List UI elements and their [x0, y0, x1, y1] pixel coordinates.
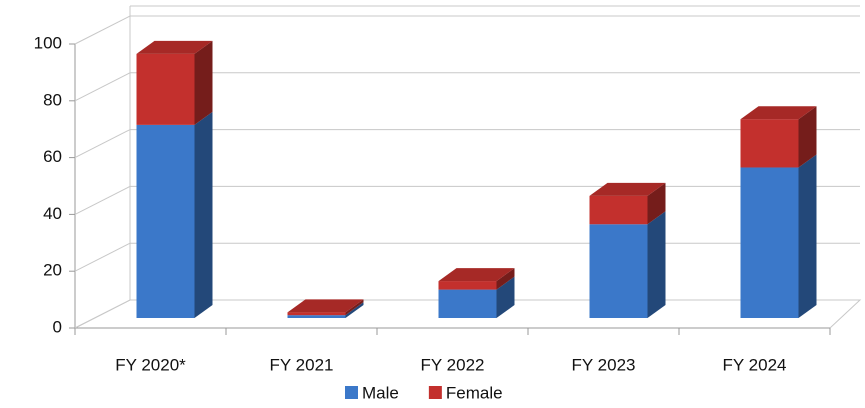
x-tick-label: FY 2021	[270, 355, 334, 374]
bar-side	[798, 154, 817, 318]
bar-side	[647, 182, 666, 225]
bar	[136, 53, 195, 125]
y-tick-label: 0	[53, 317, 62, 336]
legend-label: Male	[362, 383, 399, 402]
bar-top	[136, 40, 213, 54]
y-tick-label: 20	[43, 261, 62, 280]
bar-side	[345, 302, 364, 318]
x-tick-label: FY 2020*	[115, 355, 186, 374]
bar	[589, 224, 648, 318]
x-tick-label: FY 2022	[421, 355, 485, 374]
bar-side	[647, 211, 666, 318]
y-tick-label: 100	[34, 33, 62, 52]
bar-top	[589, 182, 666, 196]
bar	[589, 195, 648, 225]
x-tick-label: FY 2023	[572, 355, 636, 374]
legend-label: Female	[446, 383, 503, 402]
bar-side	[194, 40, 213, 125]
bar	[740, 119, 799, 168]
bar-side	[345, 299, 364, 316]
bar-top	[287, 299, 364, 313]
grid-line	[74, 129, 860, 159]
bar-side	[496, 268, 515, 290]
bar	[740, 167, 799, 318]
bar	[287, 312, 346, 316]
y-tick-label: 40	[43, 204, 62, 223]
grid-line	[74, 15, 860, 45]
legend-swatch	[428, 386, 442, 399]
bar	[438, 281, 497, 290]
bar-top	[740, 106, 817, 120]
bar-side	[798, 106, 817, 168]
bar	[136, 124, 195, 318]
bar-side	[194, 111, 213, 318]
y-tick-label: 80	[43, 90, 62, 109]
bar-side	[496, 276, 515, 318]
grid-line	[74, 72, 860, 102]
legend-swatch	[345, 386, 358, 399]
x-tick-label: FY 2024	[723, 355, 787, 374]
bar-top	[438, 268, 515, 282]
y-tick-label: 60	[43, 147, 62, 166]
bar	[287, 315, 346, 318]
bar	[438, 289, 497, 318]
